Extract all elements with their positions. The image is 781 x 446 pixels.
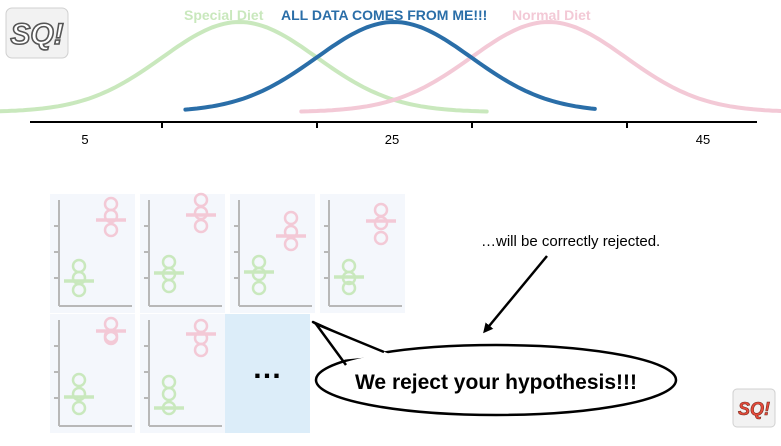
sample-panel: [50, 194, 135, 313]
rejection-annotation: …will be correctly rejected.: [481, 233, 660, 250]
sample-panel-background: [230, 194, 315, 313]
special-diet-point: [71, 282, 87, 298]
normal-diet-label: Normal Diet: [512, 7, 591, 23]
number-line-axis: 5 25 45: [30, 121, 757, 147]
normal-diet-curve: [299, 19, 781, 114]
speech-bubble: We reject your hypothesis!!!: [311, 320, 678, 417]
normal-diet-point: [373, 230, 389, 246]
normal-diet-point: [103, 208, 119, 224]
normal-diet-point: [373, 215, 389, 231]
sample-panel: [50, 314, 135, 433]
statquest-logo-bottom: SQ!: [732, 388, 776, 428]
sample-panel: [230, 194, 315, 313]
more-samples-ellipsis: …: [252, 352, 282, 385]
special-diet-point: [161, 278, 177, 294]
sample-panels-grid: [50, 192, 405, 433]
normal-diet-point: [193, 218, 209, 234]
special-diet-point: [71, 372, 87, 388]
special-diet-point: [161, 386, 177, 402]
tick-label-45: 45: [696, 132, 710, 147]
sample-panel-background: [320, 194, 405, 313]
all-data-label: ALL DATA COMES FROM ME!!!: [281, 7, 487, 23]
tick-label-5: 5: [81, 132, 88, 147]
sample-panel: [320, 194, 405, 313]
sample-panel: [140, 314, 225, 433]
sample-panel: [140, 192, 225, 313]
normal-diet-point: [283, 210, 299, 226]
special-diet-point: [251, 280, 267, 296]
normal-diet-point: [193, 342, 209, 358]
sample-panel-background: [50, 314, 135, 433]
annotation-arrow: [483, 255, 548, 334]
sample-panel-background: [140, 314, 225, 433]
sample-panel-background: [50, 194, 135, 313]
special-diet-point: [71, 400, 87, 416]
speech-bubble-text: We reject your hypothesis!!!: [355, 371, 637, 394]
special-diet-point: [71, 386, 87, 402]
sample-panel-background: [140, 194, 225, 313]
normal-distribution-curves: [0, 19, 781, 114]
special-diet-point: [341, 280, 357, 296]
speech-bubble-oval: [314, 343, 678, 417]
normal-diet-point: [283, 236, 299, 252]
svg-text:SQ!: SQ!: [738, 399, 770, 419]
svg-text:SQ!: SQ!: [10, 18, 63, 51]
special-diet-point: [251, 266, 267, 282]
speech-bubble-tail-outline: [314, 322, 385, 366]
statquest-logo-top: SQ!: [5, 7, 69, 59]
all-data-curve: [183, 19, 597, 112]
special-diet-label: Special Diet: [184, 7, 264, 23]
special-diet-curve: [0, 19, 489, 114]
normal-diet-point: [103, 222, 119, 238]
tick-label-25: 25: [385, 132, 399, 147]
more-samples-panel: …: [225, 314, 310, 433]
